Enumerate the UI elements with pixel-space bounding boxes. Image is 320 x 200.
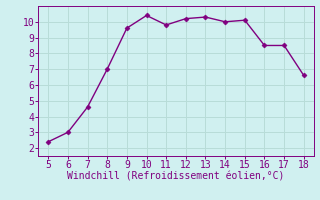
- X-axis label: Windchill (Refroidissement éolien,°C): Windchill (Refroidissement éolien,°C): [67, 172, 285, 182]
